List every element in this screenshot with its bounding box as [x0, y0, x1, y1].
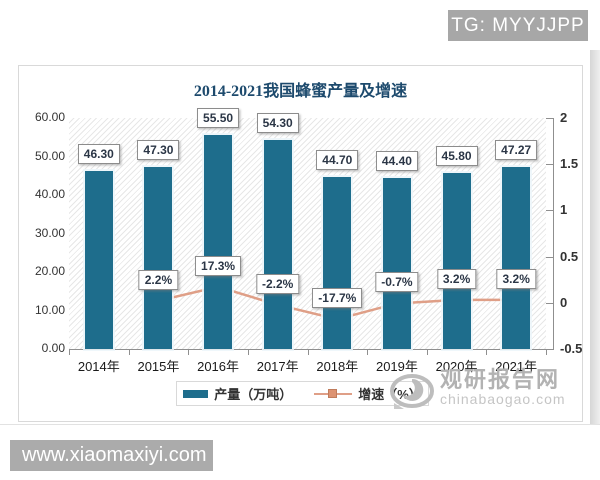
tg-badge: TG: MYYJJPP [448, 10, 588, 41]
left-axis-tick-label: 0.00 [41, 341, 65, 355]
x-axis-label: 2015年 [137, 359, 180, 374]
production-bar [382, 178, 411, 349]
x-axis-tick [546, 350, 547, 355]
growth-value-label: 3.2% [496, 268, 536, 289]
site-watermark-name: 观研报告网 [440, 367, 561, 392]
bar-value-label: 55.50 [197, 108, 240, 129]
x-axis-tick [367, 350, 369, 355]
page-edge-strip [590, 50, 600, 424]
x-axis-tick [247, 350, 249, 355]
x-axis-label: 2017年 [256, 359, 299, 374]
legend: 产量（万吨） 增速（%） [176, 381, 429, 406]
production-bar [263, 139, 292, 349]
site-watermark: 观研报告网 chinabaogao.com [390, 369, 566, 413]
x-axis-tick [128, 350, 130, 355]
right-axis-tick-label: 0.5 [560, 248, 579, 264]
right-axis-tick [546, 210, 553, 212]
bottom-watermark: www.xiaomaxiyi.com [10, 440, 213, 471]
x-axis-label: 2016年 [197, 359, 240, 374]
bar-value-label: 47.27 [495, 140, 538, 160]
chart-title: 2014-2021我国蜂蜜产量及增速 [193, 83, 408, 100]
right-axis-tick-label: 1.5 [560, 156, 579, 172]
growth-value-label: -17.7% [312, 288, 363, 309]
site-watermark-text: 观研报告网 chinabaogao.com [440, 367, 566, 408]
bar-value-label: 44.70 [316, 149, 359, 170]
growth-value-label: 3.2% [436, 268, 477, 289]
growth-value-label: -0.7% [375, 272, 419, 293]
left-axis-tick-label: 60.00 [34, 110, 65, 124]
left-axis-tick-label: 20.00 [34, 264, 65, 278]
x-axis-tick [307, 350, 309, 355]
x-axis-label: 2014年 [77, 359, 120, 374]
left-axis-tick-label: 40.00 [34, 187, 65, 201]
right-axis-tick [546, 256, 553, 258]
left-axis-tick-label: 30.00 [34, 225, 65, 240]
x-axis-label: 2018年 [316, 359, 359, 374]
x-axis-label: 2021年 [495, 359, 538, 374]
right-axis-line [553, 118, 554, 350]
right-axis-tick [546, 164, 553, 166]
left-axis-tick-label: 50.00 [34, 148, 65, 163]
production-bar [84, 170, 113, 349]
x-axis-tick [426, 350, 428, 355]
bar-series-swatch-icon [183, 389, 209, 398]
right-axis-tick-label: 2 [560, 110, 568, 125]
x-axis-tick [188, 350, 190, 355]
production-bar [323, 176, 352, 349]
site-watermark-domain: chinabaogao.com [440, 391, 566, 407]
production-bar [442, 172, 471, 349]
bar-value-label: 45.80 [435, 145, 478, 166]
x-axis-tick [69, 350, 70, 355]
chart-card: 2014-2021我国蜂蜜产量及增速 60.00 50.00 40.00 30.00 2… [18, 65, 583, 422]
growth-value-label: -2.2% [256, 273, 300, 294]
right-axis-tick [546, 349, 553, 350]
legend-item-production: 产量（万吨） [183, 384, 292, 403]
production-bar [144, 166, 173, 349]
bar-value-label: 54.30 [256, 112, 299, 133]
production-bar [204, 135, 233, 349]
x-axis-label: 2020年 [435, 359, 478, 374]
growth-value-label: 2.2% [138, 269, 179, 290]
bottom-divider [0, 424, 600, 425]
x-axis-label: 2019年 [375, 359, 418, 374]
right-axis-tick [546, 302, 553, 304]
growth-value-label: 17.3% [195, 255, 242, 276]
x-axis-line [69, 349, 554, 350]
right-axis-tick-label: 0 [560, 294, 568, 310]
right-axis-tick [546, 118, 553, 119]
bar-value-label: 47.30 [137, 139, 180, 160]
left-axis-tick-label: 10.00 [34, 302, 65, 317]
x-axis-tick [486, 350, 488, 355]
bar-value-label: 44.40 [375, 151, 418, 172]
right-axis-tick-label: -0.5 [560, 341, 583, 356]
line-series-swatch-icon [314, 389, 353, 398]
bar-value-label: 46.30 [77, 143, 120, 164]
eye-logo-icon [390, 374, 434, 409]
right-axis-tick-label: 1 [560, 202, 568, 218]
production-bar [502, 167, 531, 349]
legend-label-production: 产量（万吨） [214, 387, 293, 402]
